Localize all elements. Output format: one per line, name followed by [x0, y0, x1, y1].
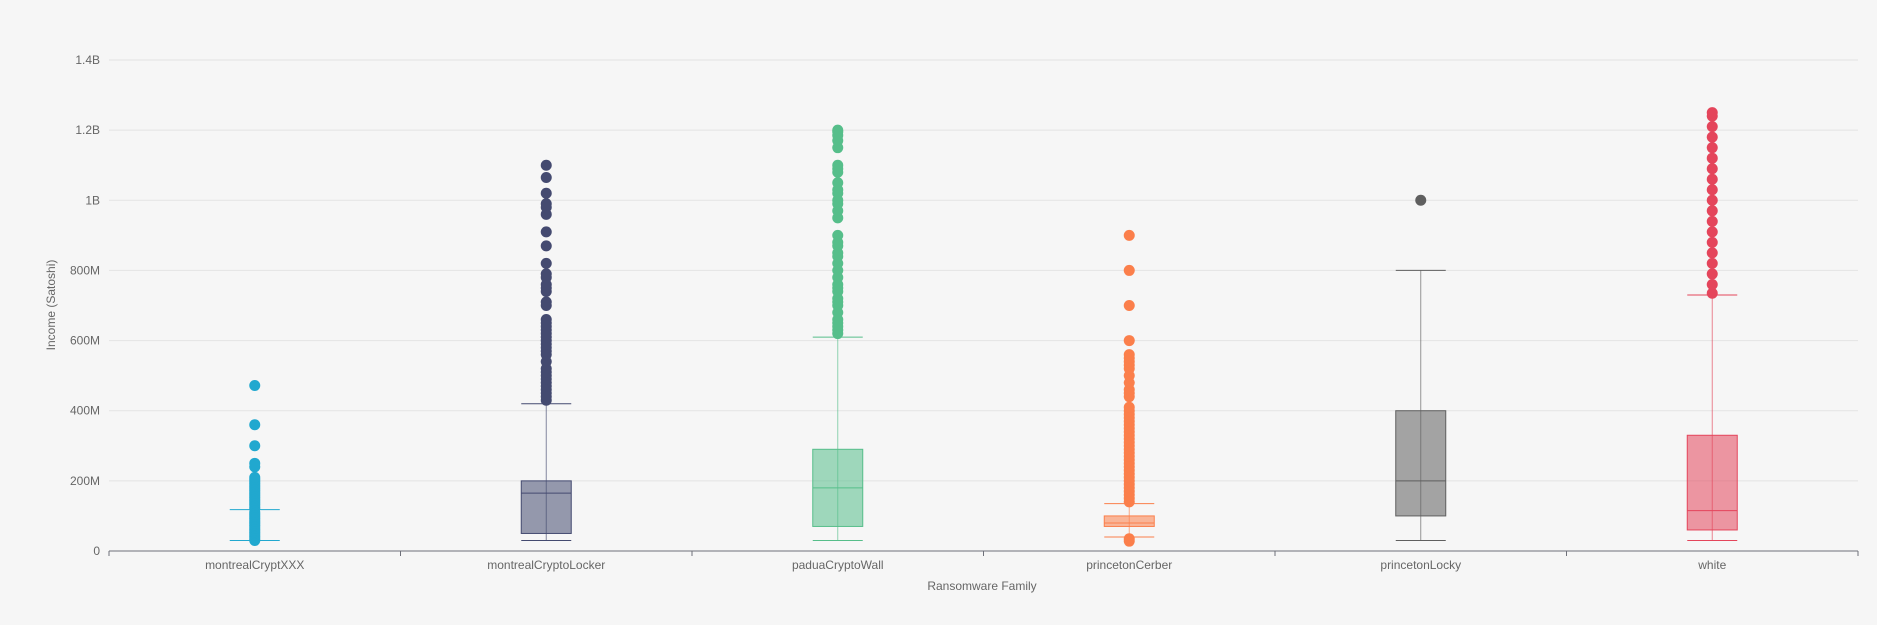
outlier-point — [1123, 300, 1135, 311]
x-tick-label: paduaCryptoWall — [792, 558, 884, 572]
outlier-point — [1706, 184, 1718, 196]
grid-lines — [109, 59, 1858, 482]
box-montrealCryptoLocker — [520, 403, 572, 541]
outlier-point — [1706, 236, 1718, 248]
outlier-point — [1706, 107, 1718, 119]
outliers — [249, 107, 1718, 547]
outlier-point — [1123, 335, 1135, 347]
y-tick-label: 400M — [70, 404, 100, 418]
outlier-point — [540, 240, 552, 252]
outlier-point — [540, 171, 552, 183]
outlier-point — [1123, 401, 1135, 413]
outlier-point — [540, 296, 552, 308]
box-paduaCryptoWall — [812, 336, 864, 541]
x-tick-label: montrealCryptoLocker — [487, 558, 605, 572]
outlier-point — [1706, 152, 1718, 164]
outliers-princetonLocky — [1415, 194, 1427, 206]
outlier-point — [1706, 268, 1718, 280]
outlier-point — [832, 159, 844, 171]
box — [520, 480, 572, 534]
box-princetonLocky — [1395, 269, 1447, 541]
outliers-paduaCryptoWall — [832, 124, 844, 340]
y-tick-label: 800M — [70, 263, 100, 277]
box — [1686, 434, 1738, 531]
outlier-point — [1706, 142, 1718, 154]
outlier-point — [1706, 215, 1718, 227]
outlier-point — [540, 268, 552, 280]
y-axis-title: Income (Satoshi) — [44, 260, 58, 351]
y-tick-label: 200M — [70, 474, 100, 488]
box-princetonCerber — [1103, 503, 1155, 538]
outlier-point — [1706, 173, 1718, 185]
outlier-point — [1706, 278, 1718, 290]
outlier-point — [832, 229, 844, 241]
outlier-point — [1123, 533, 1135, 545]
outlier-point — [540, 314, 552, 326]
outlier-point — [832, 177, 844, 189]
outlier-point — [249, 440, 261, 452]
outliers-montrealCryptXXX — [249, 379, 261, 546]
outlier-point — [1706, 121, 1718, 133]
outlier-point — [1706, 205, 1718, 217]
outliers-white — [1706, 107, 1718, 299]
box-white — [1686, 294, 1738, 541]
x-tick-label: white — [1697, 558, 1726, 572]
x-tick-label: princetonCerber — [1086, 558, 1172, 572]
outlier-point — [1706, 194, 1718, 206]
outlier-point — [1706, 226, 1718, 238]
outlier-point — [1706, 247, 1718, 259]
outlier-point — [540, 257, 552, 269]
outlier-point — [1706, 131, 1718, 143]
outlier-point — [1123, 349, 1135, 361]
outlier-point — [249, 419, 261, 431]
x-axis-title: Ransomware Family — [927, 579, 1036, 593]
outlier-point — [1123, 229, 1135, 241]
outlier-point — [1706, 287, 1718, 299]
box — [1103, 515, 1155, 527]
box — [1395, 410, 1447, 517]
x-tick-label: montrealCryptXXX — [205, 558, 304, 572]
y-tick-label: 1.4B — [75, 53, 100, 67]
y-tick-label: 0 — [93, 544, 100, 558]
y-tick-label: 1B — [85, 193, 100, 207]
outlier-point — [832, 124, 844, 136]
outlier-point — [249, 471, 261, 483]
y-tick-label: 600M — [70, 334, 100, 348]
outlier-point — [540, 226, 552, 238]
outlier-point — [249, 457, 261, 469]
outlier-point — [249, 379, 261, 391]
axes: 0 200M 400M 600M 800M 1B 1.2B 1.4B montrealCrypt… — [70, 53, 1859, 572]
x-tick-label: princetonLocky — [1380, 558, 1461, 572]
outlier-point — [540, 159, 552, 171]
boxes — [229, 269, 1738, 541]
outlier-point — [1123, 264, 1135, 276]
outlier-point — [1706, 257, 1718, 269]
outlier-point — [540, 198, 552, 210]
y-tick-label: 1.2B — [75, 123, 100, 137]
outlier-point — [540, 187, 552, 199]
outliers-princetonCerber — [1123, 229, 1135, 547]
outlier-point — [1415, 194, 1427, 206]
outliers-montrealCryptoLocker — [540, 159, 552, 406]
outlier-point — [1706, 163, 1718, 175]
